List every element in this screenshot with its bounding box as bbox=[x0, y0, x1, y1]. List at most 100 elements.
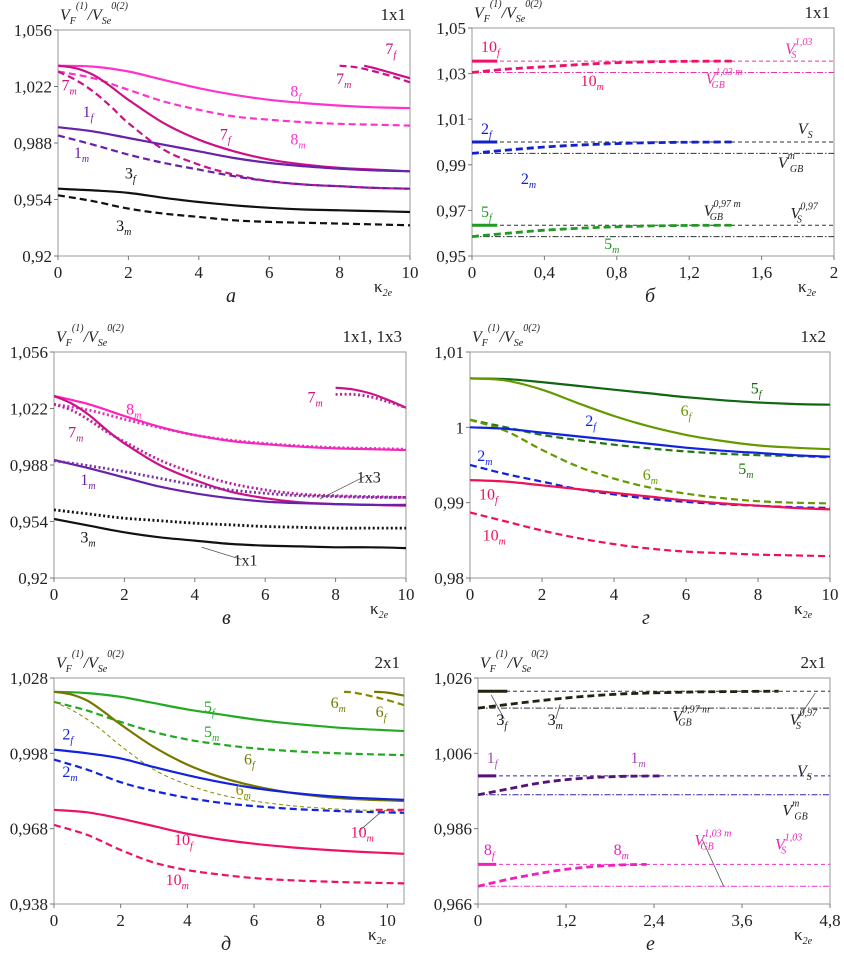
curve-label: V0,97 m GB bbox=[704, 199, 741, 223]
plot-frame bbox=[477, 677, 831, 905]
curve-label: 2f bbox=[585, 413, 597, 433]
leader-line bbox=[319, 476, 365, 500]
x-axis-label: κ2e bbox=[794, 599, 813, 621]
series-8-m bbox=[478, 863, 647, 888]
curve-label: 1m bbox=[80, 472, 95, 492]
x-tick-label: 2,4 bbox=[643, 911, 665, 930]
series-5-f bbox=[470, 377, 830, 406]
x-tick-label: 0 bbox=[50, 585, 59, 604]
x-tick-label: 8 bbox=[335, 263, 344, 282]
leader-line bbox=[358, 812, 381, 832]
curve-label: 1m bbox=[74, 145, 89, 165]
y-axis-label: VF​(1)​/VSe​0(2)​ bbox=[60, 1, 129, 27]
x-axis-label: κ2e bbox=[798, 277, 817, 299]
y-tick-label: 1,056 bbox=[10, 343, 48, 362]
series-3-f bbox=[58, 187, 410, 214]
curve-label: 7m bbox=[68, 425, 83, 445]
curve-label: 7f bbox=[385, 41, 397, 61]
y-tick-label: 0,97 bbox=[436, 201, 466, 220]
config-label: 2x1 bbox=[801, 653, 827, 672]
x-tick-label: 0 bbox=[466, 585, 475, 604]
series-7-m-branch bbox=[339, 64, 410, 84]
x-axis-label: κ2e bbox=[374, 277, 393, 299]
y-tick-label: 1,028 bbox=[10, 669, 48, 688]
leader-line bbox=[201, 546, 242, 560]
series-10-f bbox=[470, 479, 830, 511]
curve-label: Vm GB bbox=[782, 798, 807, 822]
curve-label: 8m bbox=[614, 842, 629, 862]
y-tick-label: 1,006 bbox=[434, 744, 472, 763]
y-tick-label: 0,954 bbox=[14, 191, 53, 210]
curve-label: 2m bbox=[62, 764, 77, 784]
series-2-f bbox=[470, 426, 830, 458]
series-1-m-1x1 bbox=[54, 458, 406, 507]
series-10-f bbox=[54, 808, 404, 855]
curve-label: V0,97 S bbox=[791, 201, 819, 225]
panel-label: д bbox=[221, 933, 231, 955]
curve-label: V1,03 m GB bbox=[694, 829, 731, 853]
series-7-f-branch bbox=[363, 64, 410, 80]
curve-label: 2m bbox=[477, 448, 492, 468]
series-2-m bbox=[472, 140, 735, 155]
curve-label: 3f bbox=[125, 166, 137, 186]
curve-label: 5m bbox=[604, 236, 619, 256]
config-label: 1x1 bbox=[381, 5, 407, 24]
x-tick-label: 10 bbox=[379, 911, 396, 930]
y-tick-label: 0,92 bbox=[22, 247, 52, 266]
series-1-f bbox=[58, 126, 410, 173]
panel-a: 0,92 0,954 0,988 1,022 1,056 0 2 4 6 8 10 VF​(1)​/V… bbox=[14, 1, 419, 307]
y-tick-label: 1,01 bbox=[434, 343, 464, 362]
series-1-m bbox=[58, 134, 410, 190]
series-8-f bbox=[58, 64, 410, 110]
y-axis-label: VF​(1)​/VSe​0(2)​ bbox=[472, 323, 541, 349]
y-tick-label: 1,022 bbox=[14, 78, 52, 97]
x-tick-label: 6 bbox=[682, 585, 691, 604]
series-7-m-branch-1x1 bbox=[335, 386, 406, 409]
curve-label: 10m bbox=[166, 872, 189, 892]
curve-label: 6m bbox=[236, 782, 251, 802]
panel-e: 0,938 0,968 0,998 1,028 0 2 4 6 8 10 VF​(1)​/VSe​0… bbox=[10, 649, 405, 955]
series-6-m bbox=[54, 701, 404, 812]
leader-line bbox=[555, 704, 561, 720]
curve-label: 7m bbox=[336, 71, 351, 91]
curve-label: V1,03 m GB bbox=[705, 67, 742, 91]
x-tick-label: 8 bbox=[754, 585, 763, 604]
curve-label: 8f bbox=[290, 83, 302, 103]
x-tick-label: 2 bbox=[124, 263, 133, 282]
series-7-m-1x3 bbox=[54, 402, 406, 499]
y-tick-label: 1,022 bbox=[10, 400, 48, 419]
panel-f: 0,966 0,986 1,006 1,026 0 1,2 2,4 3,6 4,8 VF​(1)​… bbox=[434, 649, 841, 955]
y-tick-label: 1,056 bbox=[14, 21, 52, 40]
x-tick-label: 0,4 bbox=[534, 263, 556, 282]
config-label: 1x2 bbox=[801, 327, 827, 346]
x-tick-label: 0 bbox=[54, 263, 63, 282]
x-tick-label: 4,8 bbox=[819, 911, 840, 930]
curve-label: VS bbox=[798, 121, 813, 141]
series-2-f bbox=[54, 748, 404, 801]
y-tick-label: 1,026 bbox=[434, 669, 472, 688]
curve-label: 1f bbox=[487, 750, 499, 770]
curve-label: Vm GB bbox=[778, 151, 803, 175]
x-axis-label: κ2e bbox=[370, 599, 389, 621]
series-3-m-1x3 bbox=[54, 508, 406, 530]
curve-label: 6f bbox=[376, 704, 388, 724]
curve-label: V0,97 S bbox=[790, 708, 818, 732]
x-tick-label: 1,6 bbox=[751, 263, 772, 282]
config-label: 1x1 bbox=[805, 3, 831, 22]
curve-label: 10m bbox=[483, 527, 506, 547]
series-7-m-branch-1x3 bbox=[335, 392, 406, 410]
curve-label: 3m bbox=[116, 218, 131, 238]
panel-label: а bbox=[226, 285, 236, 307]
y-tick-label: 1,03 bbox=[436, 65, 466, 84]
y-tick-label: 0,968 bbox=[10, 820, 48, 839]
series-3-m bbox=[478, 689, 779, 710]
curve-label: 6f bbox=[681, 403, 693, 423]
config-label: 2x1 bbox=[375, 653, 401, 672]
curve-label: 2m bbox=[521, 171, 536, 191]
x-tick-label: 6 bbox=[250, 911, 259, 930]
x-tick-label: 4 bbox=[610, 585, 619, 604]
curve-label: 3f bbox=[496, 712, 508, 732]
y-tick-label: 0,92 bbox=[18, 569, 48, 588]
series-10-m bbox=[472, 59, 735, 74]
